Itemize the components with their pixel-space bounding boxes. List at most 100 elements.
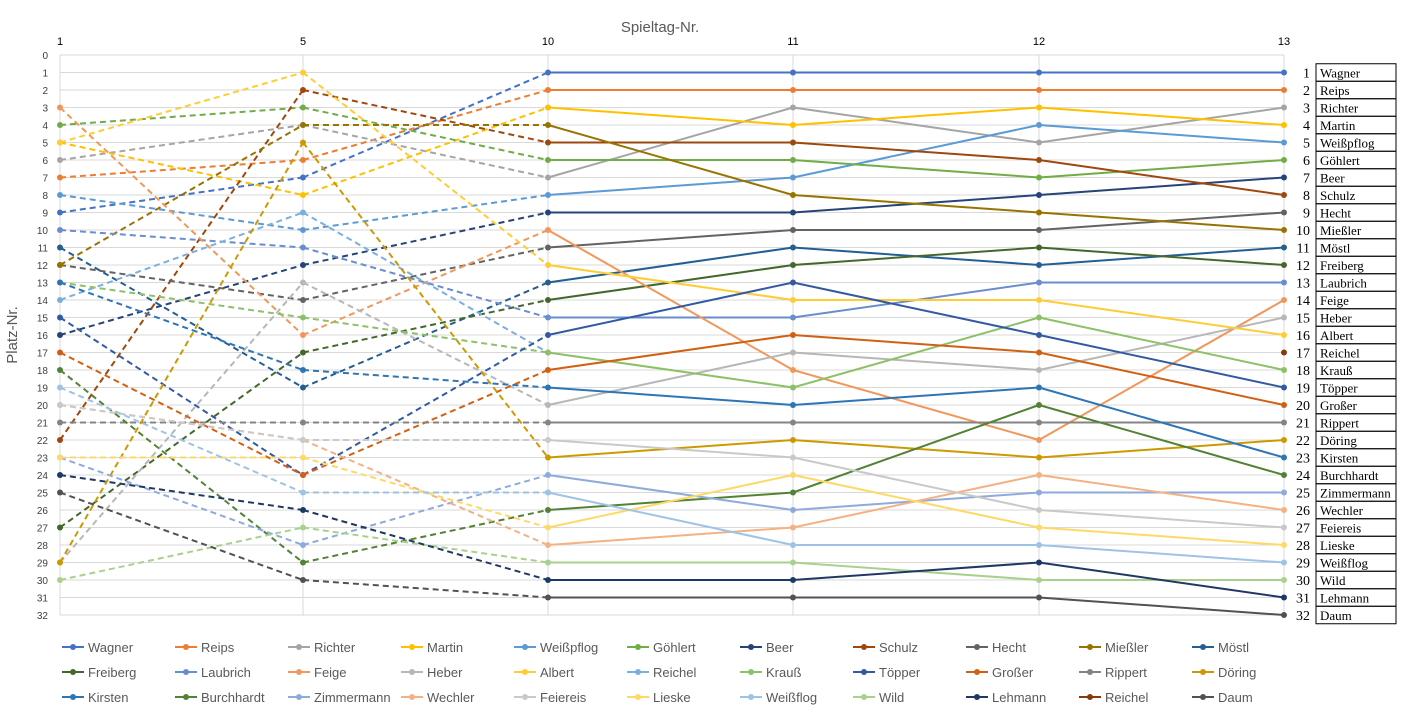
data-point-schulz: [1281, 192, 1287, 198]
series-segment-feige: [547, 229, 794, 371]
series-segment-lehmann: [302, 509, 549, 581]
table-name: Weißflog: [1320, 556, 1369, 571]
data-point-mießler: [300, 122, 306, 128]
legend-entry: Rippert: [1105, 665, 1147, 680]
series-segment-heber: [792, 351, 1040, 371]
legend-marker: [296, 644, 302, 650]
data-point-wild: [57, 577, 63, 583]
data-point-krauß: [1036, 314, 1042, 321]
data-point-laubrich: [57, 227, 63, 233]
y-tick-label: 13: [37, 279, 49, 290]
data-point-reips: [1281, 87, 1287, 93]
data-point-feige: [1036, 437, 1042, 443]
series-segment-daum: [302, 579, 549, 599]
series-segment-kirsten: [302, 369, 549, 389]
series-segment-albert: [302, 71, 549, 266]
table-name: Beer: [1320, 171, 1345, 186]
series-segment-weißflog: [1038, 544, 1285, 564]
legend-entry: Lieske: [653, 690, 691, 705]
data-point-beer: [1281, 174, 1287, 181]
data-point-daum: [300, 577, 306, 583]
data-point-wild: [300, 524, 306, 531]
data-point-feige: [545, 227, 551, 233]
series-segment-freiberg: [1038, 246, 1285, 266]
data-point-hecht: [300, 297, 306, 303]
series-segment-martin: [1038, 106, 1285, 126]
series-segment-weißpflog: [1038, 124, 1285, 144]
legend-marker: [70, 694, 76, 700]
series-segment-beer: [1038, 176, 1285, 196]
legend-marker: [183, 644, 189, 650]
y-tick-label: 2: [42, 86, 48, 97]
table-name: Kirsten: [1320, 451, 1359, 466]
table-rank: 27: [1296, 522, 1310, 537]
data-point-reips: [790, 87, 796, 93]
y-tick-label: 5: [42, 139, 48, 150]
data-point-laubrich: [545, 314, 551, 321]
data-point-reichel: [1281, 349, 1287, 356]
series-segment-reichel: [302, 211, 549, 354]
series-segment-möstl: [547, 246, 794, 284]
y-tick-label: 8: [42, 191, 48, 202]
series-segment-wechler: [1038, 474, 1285, 511]
table-rank: 24: [1296, 469, 1310, 484]
table-name: Schulz: [1320, 188, 1356, 203]
series-segment-feiereis: [59, 404, 304, 441]
y-tick-label: 28: [37, 541, 49, 552]
data-point-hecht: [545, 244, 551, 251]
table-name: Zimmermann: [1320, 486, 1391, 501]
series-segment-daum: [1038, 596, 1285, 616]
legend-entry: Wagner: [88, 640, 134, 655]
data-point-reichel: [300, 209, 306, 216]
legend-marker: [748, 669, 754, 675]
table-name: Töpper: [1320, 381, 1358, 396]
data-point-feige: [300, 332, 306, 338]
data-point-hecht: [1281, 209, 1287, 216]
y-tick-label: 22: [37, 436, 49, 447]
data-point-burchhardt: [1281, 472, 1287, 478]
table-name: Laubrich: [1320, 276, 1367, 291]
data-point-weißpflog: [57, 192, 63, 198]
y-tick-label: 21: [37, 419, 49, 430]
data-point-möstl: [545, 279, 551, 286]
data-point-göhlert: [57, 122, 63, 128]
legend-marker: [409, 694, 415, 700]
series-segment-burchhardt: [792, 404, 1040, 494]
legend-marker: [183, 694, 189, 700]
table-rank: 21: [1296, 417, 1310, 432]
data-point-rippert: [545, 419, 551, 426]
table-rank: 25: [1296, 487, 1310, 502]
y-tick-label: 9: [42, 209, 48, 220]
y-tick-label: 30: [37, 576, 49, 587]
series-segment-göhlert: [1038, 159, 1285, 179]
data-point-lehmann: [790, 577, 796, 583]
data-point-wagner: [300, 174, 306, 181]
data-point-döring: [57, 559, 63, 566]
y-tick-label: 7: [42, 174, 48, 185]
series-segment-weißflog: [59, 386, 304, 494]
series-points: [57, 69, 1287, 618]
series-segment-großer: [1038, 351, 1285, 406]
x-tick-label: 5: [300, 36, 306, 48]
data-point-lieske: [545, 524, 551, 531]
data-point-daum: [790, 594, 796, 601]
y-tick-label: 18: [37, 366, 49, 377]
legend-marker: [635, 669, 641, 675]
data-point-lieske: [57, 454, 63, 461]
table-name: Lehmann: [1320, 591, 1370, 606]
legend-entry: Freiberg: [88, 665, 136, 680]
data-point-martin: [545, 104, 551, 111]
data-point-reichel: [57, 297, 63, 303]
legend-marker: [861, 644, 867, 650]
table-rank: 6: [1303, 154, 1310, 169]
data-point-heber: [790, 349, 796, 356]
table-rank: 5: [1303, 137, 1310, 152]
y-tick-label: 25: [37, 489, 49, 500]
legend-marker: [522, 694, 528, 700]
data-point-krauß: [1281, 367, 1287, 373]
series-segment-töpper: [59, 316, 304, 476]
y-tick-label: 16: [37, 331, 49, 342]
data-point-schulz: [1036, 157, 1042, 163]
legend-entry: Feiereis: [540, 690, 587, 705]
